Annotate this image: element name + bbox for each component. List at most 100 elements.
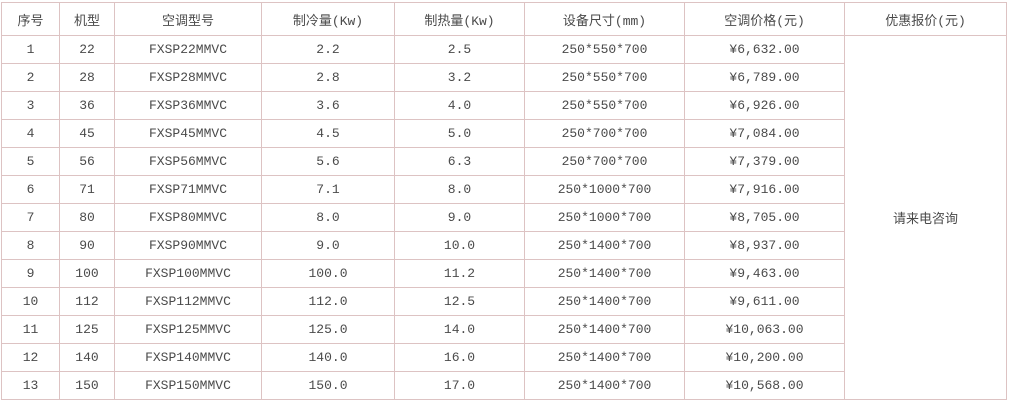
cell-ac-model: FXSP80MMVC	[114, 203, 262, 232]
cell-heating: 17.0	[394, 371, 525, 400]
cell-size: 250*1400*700	[524, 231, 685, 260]
cell-serial: 7	[1, 203, 60, 232]
cell-size: 250*700*700	[524, 119, 685, 148]
cell-heating: 14.0	[394, 315, 525, 344]
cell-cooling: 8.0	[261, 203, 395, 232]
table-row: 11 125 FXSP125MMVC 125.0 14.0 250*1400*7…	[1, 315, 1007, 344]
cell-size: 250*1000*700	[524, 175, 685, 204]
cell-size: 250*550*700	[524, 35, 685, 64]
cell-heating: 11.2	[394, 259, 525, 288]
cell-heating: 6.3	[394, 147, 525, 176]
cell-size: 250*550*700	[524, 91, 685, 120]
cell-size: 250*700*700	[524, 147, 685, 176]
cell-price: ¥10,063.00	[684, 315, 845, 344]
cell-price: ¥6,926.00	[684, 91, 845, 120]
cell-model: 45	[59, 119, 115, 148]
cell-size: 250*1400*700	[524, 343, 685, 372]
column-header-price: 空调价格(元)	[684, 2, 845, 36]
cell-model: 125	[59, 315, 115, 344]
cell-heating: 5.0	[394, 119, 525, 148]
cell-ac-model: FXSP56MMVC	[114, 147, 262, 176]
cell-heating: 2.5	[394, 35, 525, 64]
cell-ac-model: FXSP22MMVC	[114, 35, 262, 64]
cell-ac-model: FXSP71MMVC	[114, 175, 262, 204]
cell-price: ¥6,632.00	[684, 35, 845, 64]
cell-ac-model: FXSP90MMVC	[114, 231, 262, 260]
table-row: 6 71 FXSP71MMVC 7.1 8.0 250*1000*700 ¥7,…	[1, 175, 1007, 204]
column-header-cooling: 制冷量(Kw)	[261, 2, 395, 36]
cell-ac-model: FXSP28MMVC	[114, 63, 262, 92]
cell-price: ¥7,084.00	[684, 119, 845, 148]
cell-cooling: 150.0	[261, 371, 395, 400]
cell-model: 56	[59, 147, 115, 176]
table-row: 4 45 FXSP45MMVC 4.5 5.0 250*700*700 ¥7,0…	[1, 119, 1007, 148]
cell-cooling: 7.1	[261, 175, 395, 204]
cell-cooling: 3.6	[261, 91, 395, 120]
cell-cooling: 9.0	[261, 231, 395, 260]
table-row: 2 28 FXSP28MMVC 2.8 3.2 250*550*700 ¥6,7…	[1, 63, 1007, 92]
cell-price: ¥10,200.00	[684, 343, 845, 372]
table-header-row: 序号 机型 空调型号 制冷量(Kw) 制热量(Kw) 设备尺寸(mm) 空调价格…	[1, 2, 1007, 36]
cell-size: 250*1400*700	[524, 287, 685, 316]
cell-serial: 3	[1, 91, 60, 120]
cell-model: 80	[59, 203, 115, 232]
cell-ac-model: FXSP45MMVC	[114, 119, 262, 148]
cell-heating: 3.2	[394, 63, 525, 92]
cell-price: ¥10,568.00	[684, 371, 845, 400]
cell-serial: 12	[1, 343, 60, 372]
cell-size: 250*1400*700	[524, 315, 685, 344]
cell-model: 71	[59, 175, 115, 204]
cell-ac-model: FXSP36MMVC	[114, 91, 262, 120]
column-header-model: 机型	[59, 2, 115, 36]
table-row: 1 22 FXSP22MMVC 2.2 2.5 250*550*700 ¥6,6…	[1, 35, 1007, 400]
cell-price: ¥7,916.00	[684, 175, 845, 204]
column-header-heating: 制热量(Kw)	[394, 2, 525, 36]
cell-model: 28	[59, 63, 115, 92]
table-row: 5 56 FXSP56MMVC 5.6 6.3 250*700*700 ¥7,3…	[1, 147, 1007, 176]
column-header-discount: 优惠报价(元)	[844, 2, 1007, 36]
cell-cooling: 2.8	[261, 63, 395, 92]
column-header-size: 设备尺寸(mm)	[524, 2, 685, 36]
cell-ac-model: FXSP112MMVC	[114, 287, 262, 316]
cell-cooling: 125.0	[261, 315, 395, 344]
cell-serial: 10	[1, 287, 60, 316]
cell-cooling: 5.6	[261, 147, 395, 176]
cell-model: 36	[59, 91, 115, 120]
cell-cooling: 4.5	[261, 119, 395, 148]
cell-ac-model: FXSP125MMVC	[114, 315, 262, 344]
column-header-serial: 序号	[1, 2, 60, 36]
cell-heating: 12.5	[394, 287, 525, 316]
cell-model: 140	[59, 343, 115, 372]
cell-serial: 1	[1, 35, 60, 64]
cell-price: ¥9,463.00	[684, 259, 845, 288]
cell-size: 250*1400*700	[524, 259, 685, 288]
cell-cooling: 2.2	[261, 35, 395, 64]
cell-size: 250*550*700	[524, 63, 685, 92]
cell-price: ¥8,705.00	[684, 203, 845, 232]
cell-ac-model: FXSP100MMVC	[114, 259, 262, 288]
cell-cooling: 112.0	[261, 287, 395, 316]
cell-serial: 2	[1, 63, 60, 92]
cell-model: 112	[59, 287, 115, 316]
cell-serial: 8	[1, 231, 60, 260]
cell-model: 90	[59, 231, 115, 260]
cell-cooling: 140.0	[261, 343, 395, 372]
table-row: 13 150 FXSP150MMVC 150.0 17.0 250*1400*7…	[1, 371, 1007, 400]
cell-model: 100	[59, 259, 115, 288]
table-row: 10 112 FXSP112MMVC 112.0 12.5 250*1400*7…	[1, 287, 1007, 316]
cell-serial: 4	[1, 119, 60, 148]
cell-ac-model: FXSP140MMVC	[114, 343, 262, 372]
cell-price: ¥9,611.00	[684, 287, 845, 316]
cell-serial: 6	[1, 175, 60, 204]
cell-heating: 9.0	[394, 203, 525, 232]
cell-heating: 4.0	[394, 91, 525, 120]
cell-price: ¥8,937.00	[684, 231, 845, 260]
cell-serial: 13	[1, 371, 60, 400]
table-row: 8 90 FXSP90MMVC 9.0 10.0 250*1400*700 ¥8…	[1, 231, 1007, 260]
cell-heating: 8.0	[394, 175, 525, 204]
discount-note-cell: 请来电咨询	[844, 35, 1007, 400]
cell-cooling: 100.0	[261, 259, 395, 288]
cell-size: 250*1000*700	[524, 203, 685, 232]
